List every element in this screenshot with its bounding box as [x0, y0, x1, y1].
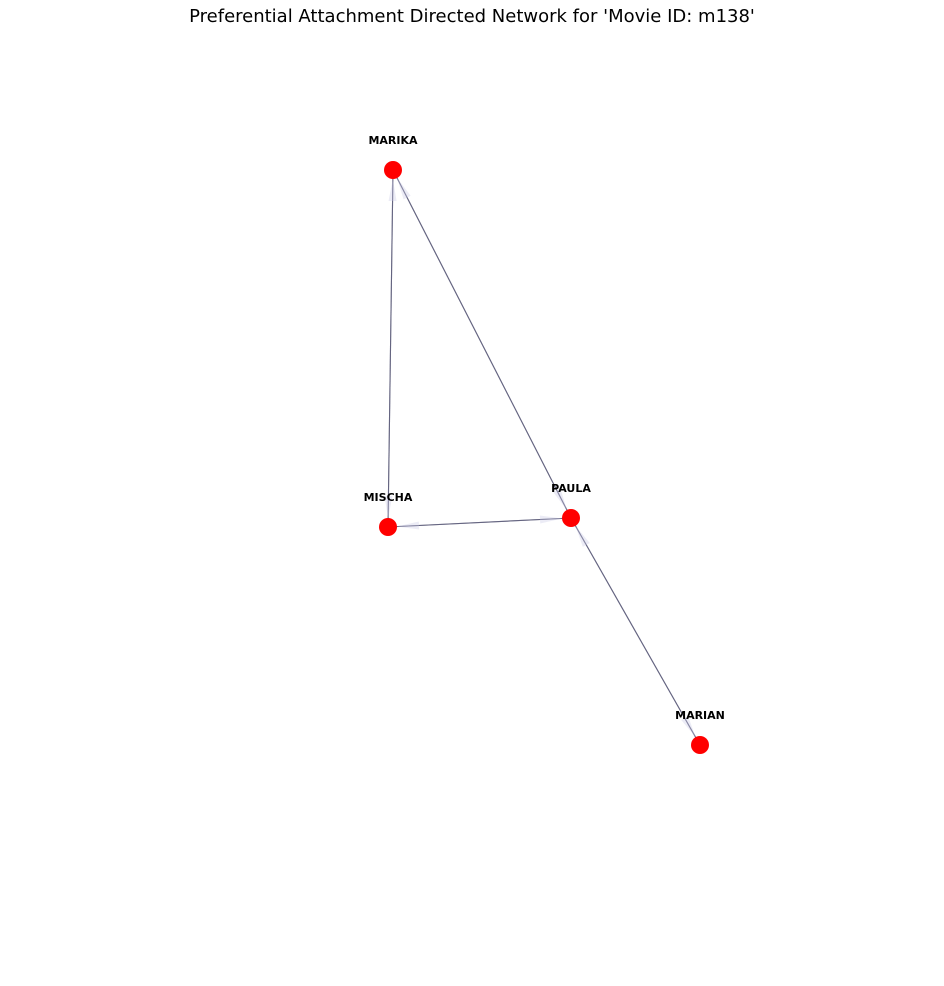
arrows-layer [384, 178, 696, 738]
arrowhead-mischa-to-marika [388, 178, 397, 202]
edge-paula-to-marika [392, 169, 572, 519]
arrowhead-marika-to-paula [553, 488, 567, 510]
node-label-paula: PAULA [551, 482, 591, 495]
arrowhead-marika-to-mischa [384, 495, 393, 519]
arrowhead-paula-to-marian [681, 716, 696, 738]
node-label-marika: MARIKA [368, 134, 418, 147]
node-label-marian: MARIAN [675, 709, 725, 722]
node-label-mischa: MISCHA [364, 491, 413, 504]
node-paula [562, 509, 580, 527]
edge-mischa-to-marika [387, 169, 394, 528]
arrowhead-marian-to-paula [575, 525, 590, 547]
labels-layer: MARIKA MISCHA PAULA MARIAN [364, 134, 725, 722]
nodes-layer [379, 161, 709, 754]
arrowhead-paula-to-marika [397, 178, 411, 200]
arrowhead-mischa-to-paula [539, 515, 563, 524]
node-marian [691, 736, 709, 754]
arrowhead-paula-to-mischa [396, 521, 420, 530]
node-mischa [379, 518, 397, 536]
edges-layer [387, 169, 701, 746]
node-marika [384, 161, 402, 179]
edge-marian-to-paula [570, 517, 701, 746]
chart-title: Preferential Attachment Directed Network… [189, 6, 755, 27]
edge-paula-to-mischa [387, 517, 572, 528]
